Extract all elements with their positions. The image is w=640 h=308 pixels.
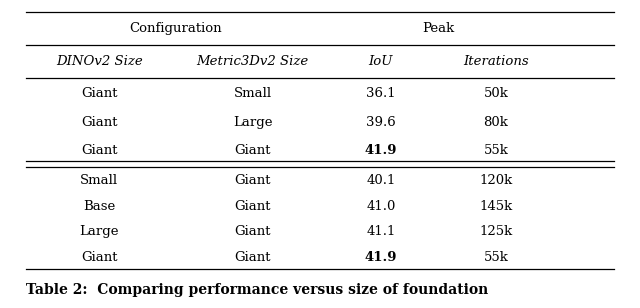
Text: IoU: IoU (369, 55, 393, 68)
Text: Base: Base (83, 200, 115, 213)
Text: Giant: Giant (81, 116, 118, 128)
Text: Giant: Giant (81, 87, 118, 100)
Text: Small: Small (80, 174, 118, 187)
Text: Giant: Giant (234, 144, 271, 157)
Text: 80k: 80k (484, 116, 508, 128)
Text: 125k: 125k (479, 225, 513, 238)
Text: 145k: 145k (479, 200, 513, 213)
Text: 55k: 55k (484, 251, 508, 264)
Text: Large: Large (79, 225, 119, 238)
Text: 36.1: 36.1 (366, 87, 396, 100)
Text: 41.9: 41.9 (365, 144, 397, 157)
Text: Table 2:  Comparing performance versus size of foundation: Table 2: Comparing performance versus si… (26, 283, 488, 297)
Text: Giant: Giant (234, 174, 271, 187)
Text: Giant: Giant (234, 225, 271, 238)
Text: Iterations: Iterations (463, 55, 529, 68)
Text: Giant: Giant (81, 251, 118, 264)
Text: Large: Large (233, 116, 273, 128)
Text: 39.6: 39.6 (366, 116, 396, 128)
Text: DINOv2 Size: DINOv2 Size (56, 55, 143, 68)
Text: Giant: Giant (81, 144, 118, 157)
Text: 50k: 50k (484, 87, 508, 100)
Text: Peak: Peak (422, 22, 454, 35)
Text: Configuration: Configuration (130, 22, 222, 35)
Text: 41.9: 41.9 (365, 251, 397, 264)
Text: Small: Small (234, 87, 272, 100)
Text: Giant: Giant (234, 251, 271, 264)
Text: 40.1: 40.1 (366, 174, 396, 187)
Text: Metric3Dv2 Size: Metric3Dv2 Size (196, 55, 309, 68)
Text: 120k: 120k (479, 174, 513, 187)
Text: 41.1: 41.1 (366, 225, 396, 238)
Text: 41.0: 41.0 (366, 200, 396, 213)
Text: Giant: Giant (234, 200, 271, 213)
Text: 55k: 55k (484, 144, 508, 157)
